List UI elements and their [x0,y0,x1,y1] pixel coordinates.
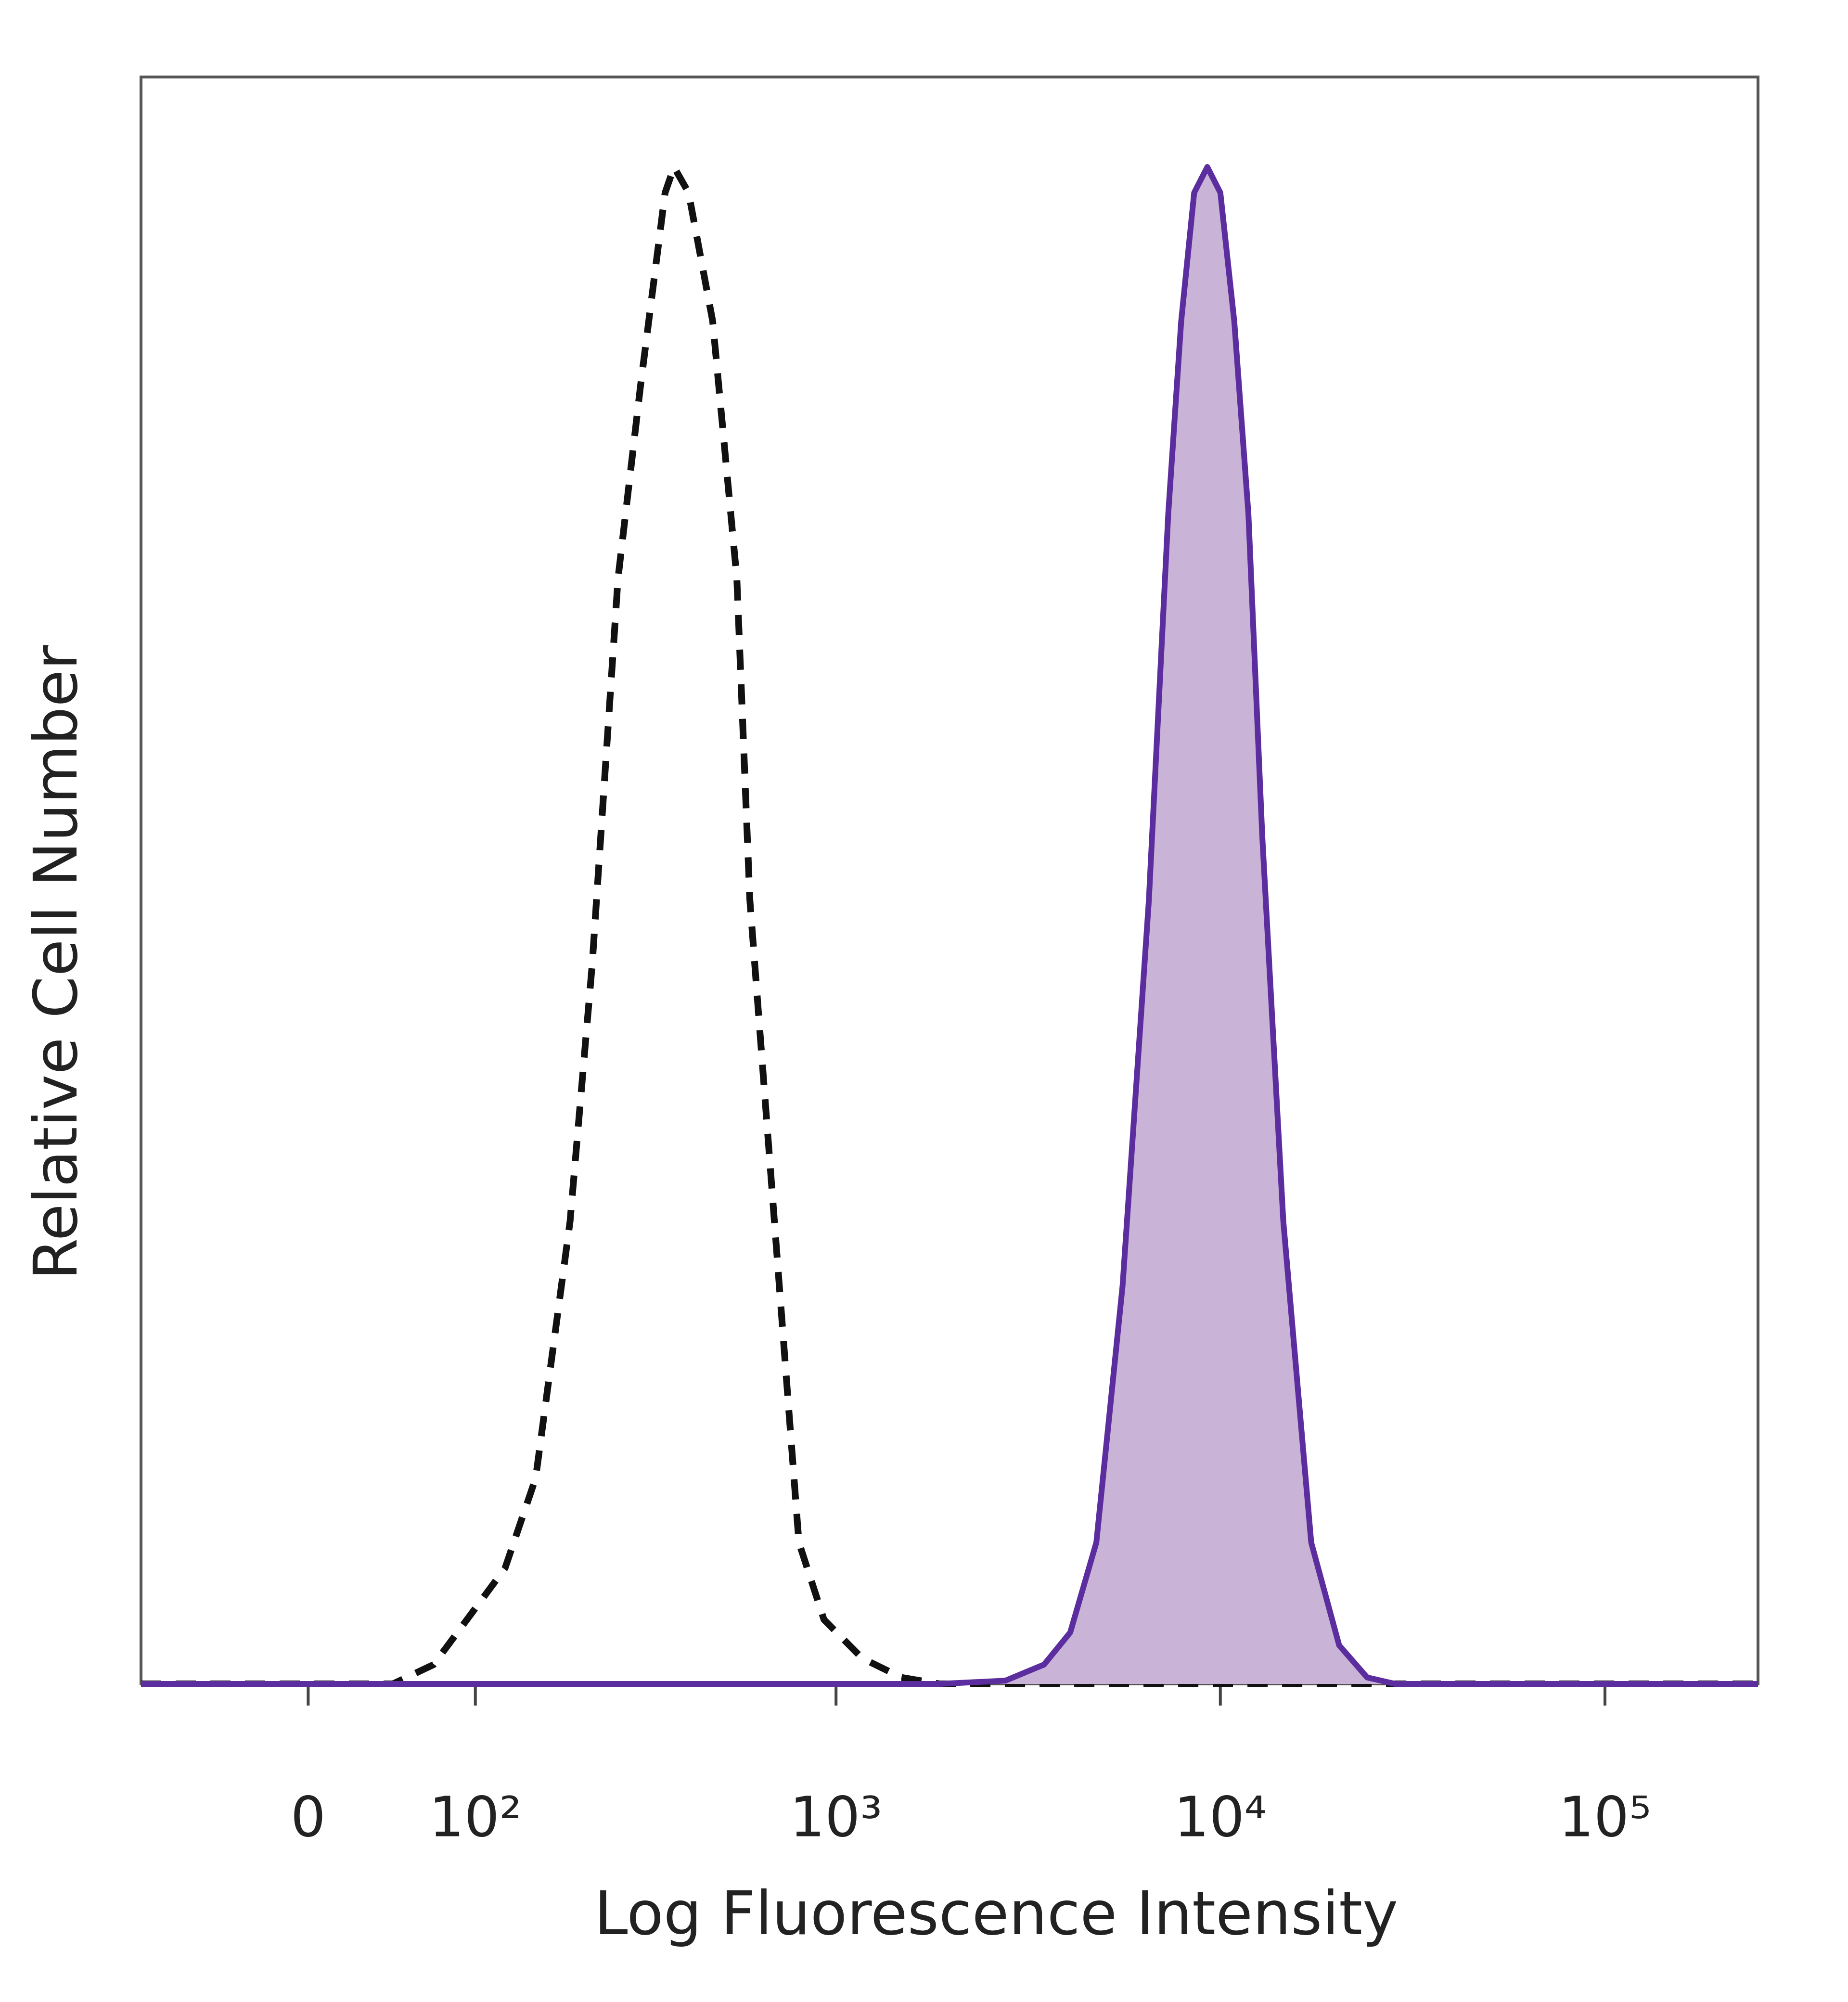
dashed-line [141,164,1758,1687]
x-axis-label: Log Fluorescence Intensity [594,1879,1398,1949]
x-tick-label: 10⁵ [1559,1785,1651,1850]
x-tick-label: 10² [429,1785,522,1850]
x-tick-label: 10³ [790,1785,882,1850]
plot-frame [140,76,1759,1685]
area-fill [141,167,1758,1684]
x-tick-label: 0 [291,1785,326,1850]
y-axis-label: Relative Cell Number [21,645,91,1280]
x-tick-label: 10⁴ [1174,1785,1267,1850]
line [141,164,1758,1687]
